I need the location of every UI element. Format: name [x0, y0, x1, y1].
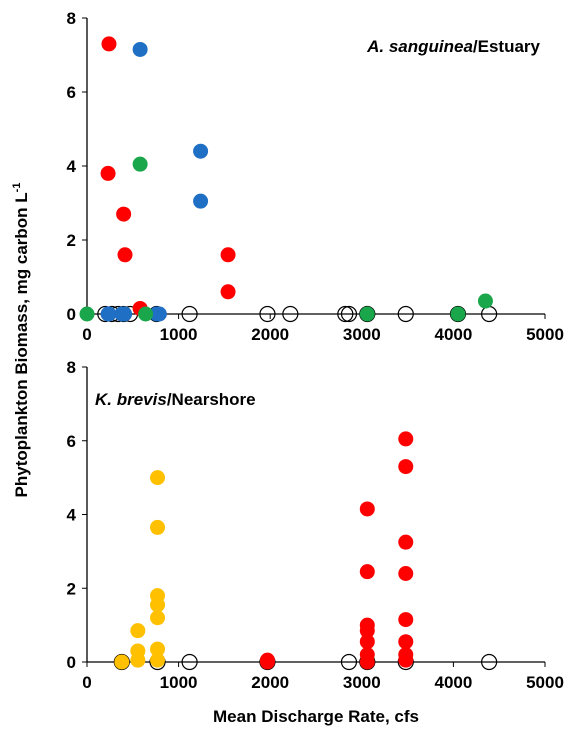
- y-axis-label-main: Phytoplankton Biomass, mg carbon L: [12, 192, 31, 497]
- data-point: [117, 306, 133, 322]
- data-point: [259, 305, 276, 323]
- panel-title-species: K. brevis: [95, 390, 167, 409]
- data-point: [282, 305, 299, 323]
- x-tick-label: 5000: [526, 325, 564, 344]
- x-tick-label: 3000: [343, 325, 381, 344]
- data-point: [150, 610, 166, 626]
- data-point: [398, 431, 414, 447]
- data-point: [397, 305, 414, 323]
- x-axis-label: Mean Discharge Rate, cfs: [213, 707, 419, 726]
- y-tick-label: 8: [67, 358, 76, 377]
- data-point: [117, 247, 133, 263]
- x-tick-label: 1000: [160, 673, 198, 692]
- data-point: [398, 652, 414, 668]
- data-point: [150, 652, 166, 668]
- y-tick-label: 6: [67, 83, 76, 102]
- data-point: [114, 654, 130, 670]
- data-point: [337, 305, 354, 323]
- data-point: [481, 653, 498, 671]
- data-point: [193, 143, 209, 159]
- x-tick-label: 2000: [251, 325, 289, 344]
- data-point: [477, 293, 493, 309]
- x-tick-label: 4000: [434, 325, 472, 344]
- data-point: [138, 306, 154, 322]
- y-tick-label: 4: [67, 157, 77, 176]
- data-point: [181, 653, 198, 671]
- y-axis-label: Phytoplankton Biomass, mg carbon L-1: [11, 183, 31, 498]
- y-axis-label-sup: -1: [11, 183, 23, 193]
- y-tick-label: 6: [67, 432, 76, 451]
- x-tick-label: 0: [82, 673, 91, 692]
- data-point: [359, 306, 375, 322]
- panel-title-location: /Nearshore: [167, 390, 256, 409]
- data-point: [359, 654, 375, 670]
- data-point: [79, 306, 95, 322]
- data-point: [398, 612, 414, 628]
- data-point: [150, 470, 166, 486]
- data-point: [151, 306, 167, 322]
- data-point: [359, 501, 375, 517]
- data-point: [100, 165, 116, 181]
- data-point: [259, 654, 275, 670]
- y-tick-label: 8: [67, 9, 76, 28]
- data-point: [340, 305, 358, 323]
- panel-title: K. brevis/Nearshore: [95, 390, 256, 409]
- data-point: [132, 156, 148, 172]
- panel-title-location: /Estuary: [473, 37, 541, 56]
- y-tick-label: 0: [67, 305, 76, 324]
- data-point: [150, 641, 166, 657]
- data-point: [398, 534, 414, 550]
- data-point: [398, 634, 414, 650]
- x-tick-label: 3000: [343, 673, 381, 692]
- data-point: [132, 41, 148, 57]
- data-point: [359, 634, 375, 650]
- y-tick-label: 2: [67, 579, 76, 598]
- x-tick-label: 4000: [434, 673, 472, 692]
- data-point: [359, 623, 375, 639]
- data-point: [150, 597, 166, 613]
- data-point: [130, 652, 146, 668]
- x-tick-label: 0: [82, 325, 91, 344]
- data-point: [359, 564, 375, 580]
- data-point: [181, 305, 198, 323]
- data-point: [150, 519, 166, 535]
- x-tick-label: 5000: [526, 673, 564, 692]
- data-point: [450, 306, 466, 322]
- data-point: [220, 284, 236, 300]
- data-point: [398, 566, 414, 581]
- y-tick-label: 0: [67, 653, 76, 672]
- panel-title-species: A. sanguinea: [366, 37, 473, 56]
- data-point: [193, 193, 209, 209]
- x-tick-label: 2000: [251, 673, 289, 692]
- data-point: [101, 306, 117, 322]
- data-point: [340, 653, 358, 671]
- data-point: [398, 459, 414, 475]
- panel-title: A. sanguinea/Estuary: [366, 37, 540, 56]
- data-point: [130, 623, 146, 639]
- data-point: [101, 36, 117, 52]
- data-point: [220, 247, 236, 263]
- y-tick-label: 2: [67, 231, 76, 250]
- x-tick-label: 1000: [160, 325, 198, 344]
- data-point: [116, 206, 132, 222]
- y-tick-label: 4: [67, 506, 77, 525]
